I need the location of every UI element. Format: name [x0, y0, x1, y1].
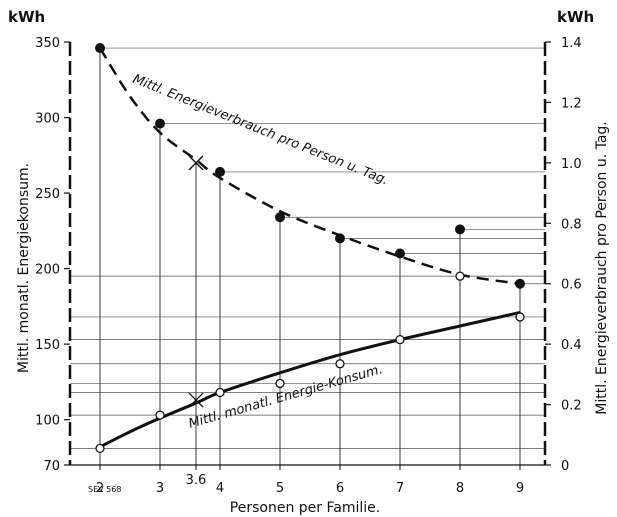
left-tick-label: 100	[35, 414, 60, 429]
right-tick-label: 1.0	[561, 157, 582, 172]
sev-footnote: SEV 568	[88, 485, 121, 494]
tick-labels: 70 100 150 200 250 300 350 0 0.2 0.4 0.6 0.8 1.0 1.2 1…	[35, 36, 582, 496]
left-tick-label: 250	[35, 187, 60, 202]
left-tick-label: 200	[35, 263, 60, 278]
daily-per-person-point	[335, 233, 345, 244]
x-tick-label: 9	[516, 481, 524, 496]
monthly-consumption-point	[395, 334, 405, 345]
data-points	[95, 43, 525, 454]
daily-per-person-point	[155, 118, 165, 129]
daily-per-person-point	[275, 212, 285, 223]
left-tick-label: 70	[43, 459, 60, 474]
monthly-consumption-point	[275, 378, 285, 389]
x-tick-label: 3	[156, 481, 164, 496]
left-axis-label: Mittl. monatl. Energiekonsum.	[16, 163, 32, 373]
monthly-consumption-point	[95, 443, 105, 454]
monthly-consumption-curve	[99, 310, 521, 449]
right-tick-label: 0.2	[561, 399, 582, 414]
x-tick-label: 4	[216, 481, 224, 496]
x-tick-label: 6	[336, 481, 344, 496]
grid-lines	[70, 47, 545, 465]
right-tick-label: 0.8	[561, 217, 582, 232]
axes	[64, 41, 551, 470]
right-axis-unit: kWh	[557, 8, 594, 26]
x-tick-label: 8	[456, 481, 464, 496]
left-tick-label: 150	[35, 338, 60, 353]
left-axis-unit: kWh	[8, 8, 45, 26]
right-tick-label: 0.4	[561, 338, 582, 353]
left-tick-label: 350	[35, 36, 60, 51]
monthly-consumption-point	[455, 271, 465, 281]
monthly-consumption-point	[155, 410, 165, 420]
right-tick-label: 1.4	[561, 36, 582, 51]
right-axis-label: Mittl. Energieverbrauch pro Person u. Ta…	[594, 121, 610, 415]
monthly-consumption-cross-mark	[188, 392, 204, 408]
monthly-consumption-point	[335, 359, 345, 369]
x-tick-label: 5	[276, 481, 284, 496]
x-axis-label: Personen per Familie.	[230, 500, 380, 516]
daily-per-person-cross-mark	[188, 155, 204, 171]
curves	[98, 47, 521, 449]
x-tick-label: 7	[396, 481, 404, 496]
daily-per-person-point	[215, 166, 225, 177]
right-tick-label: 0.6	[561, 278, 582, 293]
monthly-consumption-point	[215, 387, 225, 398]
daily-per-person-point	[455, 224, 465, 235]
right-tick-label: 1.2	[561, 96, 582, 111]
x-tick-label: 3.6	[186, 473, 207, 488]
dashed-curve-label: Mittl. Energieverbrauch pro Person u. Ta…	[131, 72, 391, 189]
daily-per-person-point	[95, 43, 105, 54]
x-tick-label: 2	[96, 481, 104, 496]
daily-per-person-curve	[98, 47, 521, 285]
daily-per-person-point	[395, 248, 405, 259]
monthly-consumption-point	[515, 312, 525, 322]
left-tick-label: 300	[35, 112, 60, 127]
daily-per-person-point	[515, 278, 525, 289]
right-tick-label: 0	[561, 459, 569, 474]
